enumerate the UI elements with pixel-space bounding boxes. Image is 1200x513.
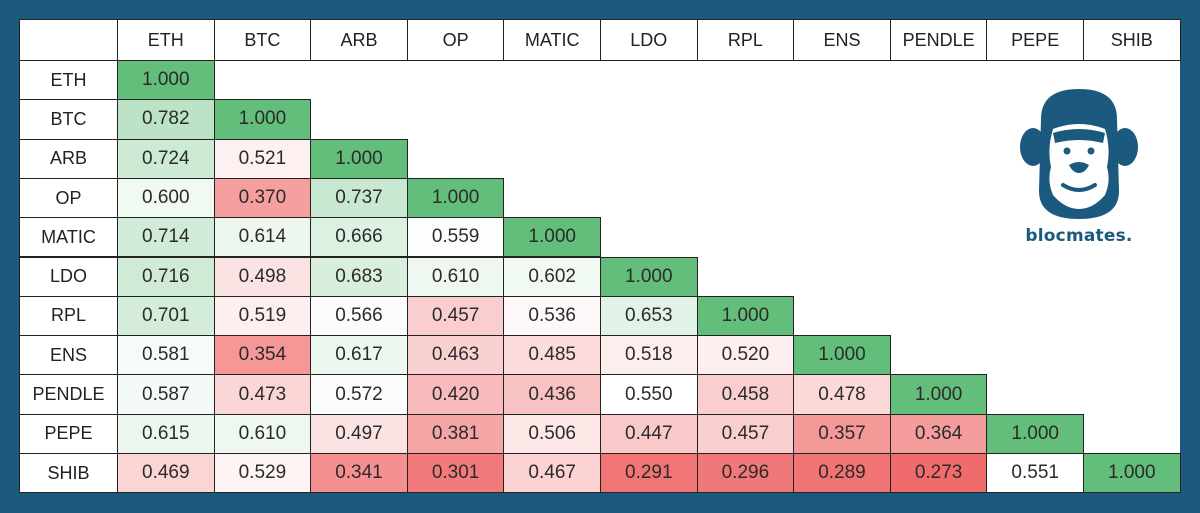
column-header-eth: ETH <box>117 19 215 61</box>
heatmap-cell-ens-ldo: 0.518 <box>600 335 698 376</box>
heatmap-cell-ldo-matic: 0.602 <box>503 256 601 297</box>
heatmap-cell-pendle-matic: 0.436 <box>503 374 601 415</box>
heatmap-cell-arb-arb: 1.000 <box>310 138 408 179</box>
heatmap-cell-rpl-op: 0.457 <box>406 295 505 337</box>
heatmap-cell-op-btc: 0.370 <box>213 177 312 219</box>
heatmap-cell-pendle-btc: 0.473 <box>213 374 312 415</box>
heatmap-cell-pepe-ens: 0.357 <box>793 413 891 454</box>
heatmap-cell-ldo-eth: 0.716 <box>117 256 215 297</box>
heatmap-cell-arb-btc: 0.521 <box>213 138 312 179</box>
heatmap-cell-pendle-rpl: 0.458 <box>696 374 795 415</box>
heatmap-cell-shib-shib: 1.000 <box>1083 453 1181 494</box>
heatmap-cell-ens-arb: 0.617 <box>310 335 408 376</box>
heatmap-cell-matic-eth: 0.714 <box>117 217 215 258</box>
row-header-eth: ETH <box>19 60 118 101</box>
heatmap-cell-pendle-ldo: 0.550 <box>600 374 698 415</box>
heatmap-cell-pepe-op: 0.381 <box>406 413 505 454</box>
heatmap-cell-rpl-ldo: 0.653 <box>600 295 698 337</box>
heatmap-cell-pendle-pendle: 1.000 <box>889 374 988 415</box>
correlation-card: ETH BTC ARB OP MATIC LDO RPL ENS PENDLE PEPE SHIB E… <box>19 19 1181 494</box>
heatmap-cell-ldo-arb: 0.683 <box>310 256 408 297</box>
row-header-arb: ARB <box>19 138 118 179</box>
row-header-pepe: PEPE <box>19 413 118 454</box>
column-header-ens: ENS <box>793 19 891 61</box>
heatmap-cell-shib-eth: 0.469 <box>117 453 215 494</box>
heatmap-cell-rpl-arb: 0.566 <box>310 295 408 337</box>
heatmap-cell-ens-btc: 0.354 <box>213 335 312 376</box>
heatmap-cell-shib-ldo: 0.291 <box>600 453 698 494</box>
heatmap-cell-rpl-rpl: 1.000 <box>696 295 795 337</box>
column-header-pepe: PEPE <box>986 19 1084 61</box>
row-header-shib: SHIB <box>19 453 118 494</box>
heatmap-cell-btc-btc: 1.000 <box>213 99 312 140</box>
brand-logo: blocmates. <box>1009 85 1149 275</box>
column-header-btc: BTC <box>213 19 312 61</box>
heatmap-cell-pendle-op: 0.420 <box>406 374 505 415</box>
heatmap-cell-ens-matic: 0.485 <box>503 335 601 376</box>
heatmap-cell-shib-pendle: 0.273 <box>889 453 988 494</box>
row-header-ens: ENS <box>19 335 118 376</box>
row-header-op: OP <box>19 177 118 219</box>
brand-name: blocmates. <box>1025 226 1133 246</box>
matrix-corner <box>19 19 118 61</box>
heatmap-cell-pepe-ldo: 0.447 <box>600 413 698 454</box>
heatmap-cell-matic-op: 0.559 <box>406 217 505 258</box>
heatmap-cell-op-arb: 0.737 <box>310 177 408 219</box>
row-header-rpl: RPL <box>19 295 118 337</box>
heatmap-cell-pepe-rpl: 0.457 <box>696 413 795 454</box>
row-header-ldo: LDO <box>19 256 118 297</box>
column-header-shib: SHIB <box>1083 19 1181 61</box>
heatmap-cell-ldo-op: 0.610 <box>406 256 505 297</box>
heatmap-cell-rpl-eth: 0.701 <box>117 295 215 337</box>
heatmap-cell-pepe-pendle: 0.364 <box>889 413 988 454</box>
heatmap-cell-matic-btc: 0.614 <box>213 217 312 258</box>
heatmap-cell-op-eth: 0.600 <box>117 177 215 219</box>
row-header-pendle: PENDLE <box>19 374 118 415</box>
heatmap-cell-shib-matic: 0.467 <box>503 453 601 494</box>
heatmap-cell-ens-op: 0.463 <box>406 335 505 376</box>
heatmap-cell-shib-pepe: 0.551 <box>986 453 1084 494</box>
row-header-matic: MATIC <box>19 217 118 258</box>
heatmap-cell-matic-arb: 0.666 <box>310 217 408 258</box>
row-header-btc: BTC <box>19 99 118 140</box>
heatmap-cell-shib-arb: 0.341 <box>310 453 408 494</box>
column-header-matic: MATIC <box>503 19 601 61</box>
heatmap-cell-op-op: 1.000 <box>406 177 505 219</box>
heatmap-cell-ldo-ldo: 1.000 <box>600 256 698 297</box>
column-header-op: OP <box>406 19 505 61</box>
heatmap-cell-rpl-matic: 0.536 <box>503 295 601 337</box>
heatmap-cell-shib-op: 0.301 <box>406 453 505 494</box>
column-header-rpl: RPL <box>696 19 795 61</box>
column-header-arb: ARB <box>310 19 408 61</box>
heatmap-cell-pepe-pepe: 1.000 <box>986 413 1084 454</box>
heatmap-cell-pepe-arb: 0.497 <box>310 413 408 454</box>
heatmap-cell-pepe-matic: 0.506 <box>503 413 601 454</box>
heatmap-cell-pendle-arb: 0.572 <box>310 374 408 415</box>
heatmap-cell-ldo-btc: 0.498 <box>213 256 312 297</box>
heatmap-cell-pendle-ens: 0.478 <box>793 374 891 415</box>
heatmap-cell-pepe-btc: 0.610 <box>213 413 312 454</box>
column-header-pendle: PENDLE <box>889 19 988 61</box>
gorilla-icon <box>1020 89 1138 219</box>
heatmap-cell-matic-matic: 1.000 <box>503 217 601 258</box>
heatmap-cell-pepe-eth: 0.615 <box>117 413 215 454</box>
column-header-ldo: LDO <box>600 19 698 61</box>
heatmap-cell-shib-ens: 0.289 <box>793 453 891 494</box>
heatmap-cell-shib-rpl: 0.296 <box>696 453 795 494</box>
heatmap-cell-btc-eth: 0.782 <box>117 99 215 140</box>
heatmap-cell-eth-eth: 1.000 <box>117 60 215 101</box>
heatmap-cell-shib-btc: 0.529 <box>213 453 312 494</box>
heatmap-cell-rpl-btc: 0.519 <box>213 295 312 337</box>
heatmap-cell-arb-eth: 0.724 <box>117 138 215 179</box>
heatmap-cell-ens-eth: 0.581 <box>117 335 215 376</box>
heatmap-cell-ens-ens: 1.000 <box>793 335 891 376</box>
heatmap-cell-ens-rpl: 0.520 <box>696 335 795 376</box>
heatmap-cell-pendle-eth: 0.587 <box>117 374 215 415</box>
